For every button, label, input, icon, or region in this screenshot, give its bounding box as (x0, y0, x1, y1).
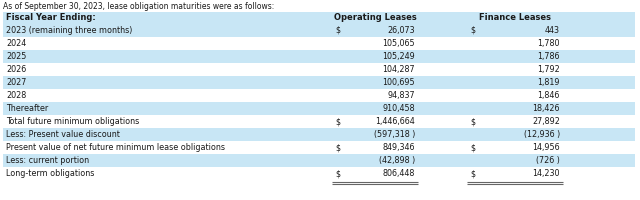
Text: $: $ (335, 169, 340, 178)
Text: Long-term obligations: Long-term obligations (6, 169, 94, 178)
Bar (3, 141, 635, 154)
Text: (597,318 ): (597,318 ) (374, 130, 415, 139)
Text: (42,898 ): (42,898 ) (379, 156, 415, 165)
Text: $: $ (335, 117, 340, 126)
Bar (3, 12, 635, 24)
Text: 104,287: 104,287 (382, 65, 415, 74)
Text: 14,956: 14,956 (532, 143, 560, 152)
Text: 443: 443 (545, 26, 560, 35)
Text: Finance Leases: Finance Leases (479, 14, 551, 22)
Bar (3, 37, 635, 50)
Text: 1,846: 1,846 (538, 91, 560, 100)
Text: Fiscal Year Ending:: Fiscal Year Ending: (6, 14, 96, 22)
Text: Thereafter: Thereafter (6, 104, 48, 113)
Text: $: $ (470, 117, 475, 126)
Text: 1,786: 1,786 (538, 52, 560, 61)
Text: 105,065: 105,065 (382, 39, 415, 48)
Text: Less: Present value discount: Less: Present value discount (6, 130, 120, 139)
Text: 1,819: 1,819 (538, 78, 560, 87)
Text: Less: current portion: Less: current portion (6, 156, 89, 165)
Text: 2024: 2024 (6, 39, 26, 48)
Text: 94,837: 94,837 (387, 91, 415, 100)
Text: 26,073: 26,073 (387, 26, 415, 35)
Text: $: $ (470, 143, 475, 152)
Text: 18,426: 18,426 (532, 104, 560, 113)
Bar (3, 63, 635, 76)
Bar (3, 102, 635, 115)
Text: 2025: 2025 (6, 52, 26, 61)
Text: 1,780: 1,780 (538, 39, 560, 48)
Bar (3, 115, 635, 128)
Text: 849,346: 849,346 (383, 143, 415, 152)
Bar (3, 89, 635, 102)
Text: $: $ (470, 26, 475, 35)
Text: (726 ): (726 ) (536, 156, 560, 165)
Text: Total future minimum obligations: Total future minimum obligations (6, 117, 140, 126)
Bar (3, 24, 635, 37)
Text: 2023 (remaining three months): 2023 (remaining three months) (6, 26, 132, 35)
Bar (3, 128, 635, 141)
Text: 27,892: 27,892 (532, 117, 560, 126)
Text: As of September 30, 2023, lease obligation maturities were as follows:: As of September 30, 2023, lease obligati… (3, 2, 275, 11)
Text: 14,230: 14,230 (532, 169, 560, 178)
Text: 100,695: 100,695 (382, 78, 415, 87)
Text: 806,448: 806,448 (383, 169, 415, 178)
Text: 1,446,664: 1,446,664 (375, 117, 415, 126)
Bar (3, 76, 635, 89)
Text: 1,792: 1,792 (537, 65, 560, 74)
Text: 2027: 2027 (6, 78, 26, 87)
Bar (3, 50, 635, 63)
Text: 105,249: 105,249 (382, 52, 415, 61)
Bar (3, 154, 635, 167)
Text: $: $ (335, 143, 340, 152)
Text: 2026: 2026 (6, 65, 26, 74)
Text: Present value of net future minimum lease obligations: Present value of net future minimum leas… (6, 143, 225, 152)
Text: 2028: 2028 (6, 91, 26, 100)
Text: Operating Leases: Operating Leases (333, 14, 417, 22)
Bar (3, 167, 635, 180)
Text: (12,936 ): (12,936 ) (524, 130, 560, 139)
Text: $: $ (470, 169, 475, 178)
Text: $: $ (335, 26, 340, 35)
Text: 910,458: 910,458 (382, 104, 415, 113)
